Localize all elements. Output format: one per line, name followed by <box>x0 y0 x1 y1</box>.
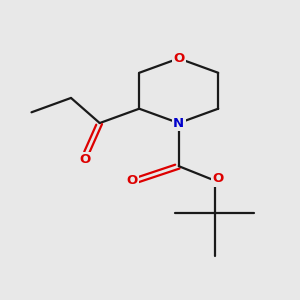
Text: O: O <box>173 52 184 65</box>
Text: O: O <box>126 174 138 187</box>
Text: O: O <box>213 172 224 185</box>
Text: O: O <box>80 153 91 166</box>
Text: N: N <box>173 117 184 130</box>
